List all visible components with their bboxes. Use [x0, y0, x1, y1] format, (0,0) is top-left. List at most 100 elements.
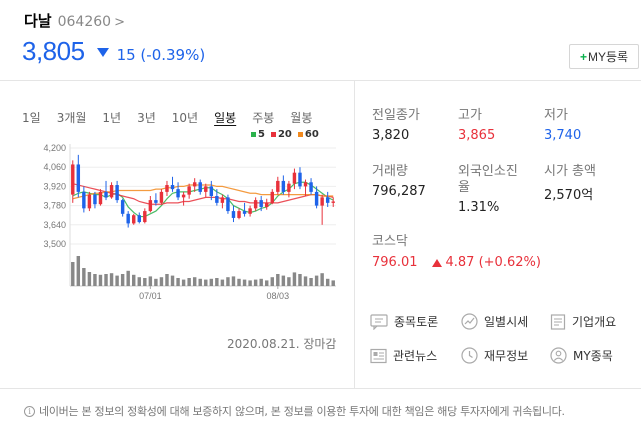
divider-vertical [354, 80, 355, 388]
stock-chart[interactable]: 4,200 4,060 3,920 3,780 3,640 3,500 07/01 08/03 [20, 128, 340, 310]
candle-body [270, 191, 274, 203]
candle-body [192, 182, 197, 187]
candle-body [231, 211, 236, 218]
volume-bar [298, 274, 302, 286]
chart-legend: 5 20 60 [251, 129, 325, 140]
volume-bar [259, 278, 263, 286]
candle-body [281, 180, 286, 192]
candle-body [87, 194, 92, 209]
tab-3year[interactable]: 3년 [137, 111, 156, 125]
link-my-stocks[interactable]: MY종목 [550, 347, 613, 364]
volume-bar [209, 278, 214, 286]
my-register-label: MY등록 [587, 50, 629, 64]
volume-bar [115, 275, 119, 286]
volume-bar [154, 278, 158, 286]
volume-bar [170, 275, 175, 286]
candle-body [187, 186, 191, 195]
volume-bar [137, 277, 141, 286]
tab-10year[interactable]: 10년 [171, 111, 199, 125]
y-tick-label: 4,200 [43, 143, 66, 153]
divider-bottom [0, 388, 641, 389]
disclaimer-text: 네이버는 본 정보의 정확성에 대해 보증하지 않으며, 본 정보를 이용한 투… [39, 405, 565, 418]
divider-top [0, 80, 641, 81]
candle-body [165, 185, 169, 192]
stat-label: 거래량 [372, 164, 408, 179]
volume-bar [314, 275, 319, 286]
candle-body [204, 186, 208, 192]
tab-weekly-candle[interactable]: 주봉 [252, 111, 275, 125]
candle-body [126, 213, 130, 224]
volume-bar [76, 256, 81, 286]
y-tick-label: 3,920 [43, 181, 66, 191]
candle-body [176, 189, 180, 198]
tab-3month[interactable]: 3개월 [56, 111, 87, 125]
info-icon: i [24, 405, 35, 417]
legend-ma5: 5 [251, 129, 265, 140]
tab-monthly-candle[interactable]: 월봉 [290, 111, 313, 125]
stock-header[interactable]: 다날 064260 > [24, 10, 125, 31]
volume-bar [104, 274, 108, 286]
candle-body [154, 200, 158, 203]
candle-body [287, 183, 291, 192]
kosdaq-label[interactable]: 코스닥 [372, 234, 408, 249]
stat-high: 고가 3,865 [458, 108, 495, 143]
x-tick-label: 07/01 [139, 291, 162, 301]
stat-prev-close: 전일종가 3,820 [372, 108, 420, 143]
stat-value: 3,740 [544, 128, 582, 143]
tab-daily-candle[interactable]: 일봉 [214, 111, 237, 125]
candle-body [120, 200, 125, 214]
tab-1day[interactable]: 1일 [22, 111, 41, 125]
tab-1year[interactable]: 1년 [102, 111, 122, 125]
candle-body [159, 191, 164, 203]
y-tick-label: 4,060 [43, 162, 66, 172]
stat-foreign: 외국인소진율 1.31% [458, 164, 528, 215]
link-discussion[interactable]: 종목토론 [370, 313, 438, 330]
volume-bar [181, 279, 186, 286]
link-financial-info[interactable]: 재무정보 [461, 347, 528, 364]
legend-swatch [251, 132, 256, 137]
legend-ma60: 60 [297, 129, 319, 140]
candle-body [298, 172, 302, 187]
link-related-news[interactable]: 관련뉴스 [370, 347, 437, 364]
chevron-right-icon[interactable]: > [114, 15, 125, 30]
candle-body [259, 200, 263, 207]
volume-bar [220, 279, 225, 286]
chart-date: 2020.08.21. 장마감 [227, 337, 337, 351]
stat-label: 고가 [458, 108, 482, 123]
my-register-button[interactable]: + MY등록 [569, 44, 639, 69]
news-icon [370, 348, 387, 363]
volume-bar [270, 277, 274, 286]
stock-name[interactable]: 다날 [24, 12, 52, 30]
volume-bar [176, 278, 180, 286]
volume-bar [242, 279, 247, 286]
volume-bar [253, 279, 258, 286]
link-daily-price[interactable]: 일별시세 [461, 313, 528, 330]
volume-bar [71, 262, 75, 286]
candle-body [132, 215, 136, 224]
stat-label: 외국인소진율 [458, 164, 518, 195]
volume-bar [132, 274, 136, 286]
volume-bar [215, 278, 219, 286]
link-company-overview[interactable]: 기업개요 [550, 313, 616, 330]
stat-value: 3,820 [372, 128, 410, 143]
candle-body [82, 191, 86, 209]
volume-bar [143, 278, 147, 286]
volume-bar [231, 276, 236, 286]
candle-body [109, 185, 114, 198]
volume-bar [309, 278, 313, 286]
volume-bar [93, 274, 97, 286]
volume-bar [276, 274, 280, 286]
candle-body [292, 172, 297, 184]
plus-icon: + [579, 49, 587, 64]
volume-bar [120, 274, 125, 286]
kosdaq-index: 796.01 4.87 (+0.62%) [372, 255, 541, 270]
stat-value: 3,865 [458, 128, 496, 143]
volume-bar [320, 273, 324, 286]
candle-body [148, 200, 153, 212]
candle-body [242, 211, 247, 214]
legend-ma20: 20 [270, 129, 292, 140]
candle-body [314, 191, 319, 206]
volume-bar [148, 276, 153, 286]
stat-value: 1.31% [458, 200, 500, 215]
candle-body [331, 201, 335, 203]
